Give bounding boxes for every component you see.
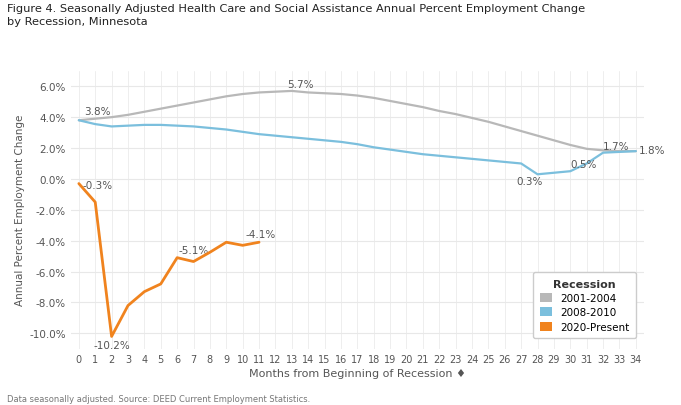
Text: -5.1%: -5.1% (179, 246, 209, 256)
X-axis label: Months from Beginning of Recession ♦: Months from Beginning of Recession ♦ (249, 368, 466, 378)
Legend: 2001-2004, 2008-2010, 2020-Present: 2001-2004, 2008-2010, 2020-Present (533, 273, 636, 338)
Text: 3.8%: 3.8% (84, 107, 110, 117)
Text: Figure 4. Seasonally Adjusted Health Care and Social Assistance Annual Percent E: Figure 4. Seasonally Adjusted Health Car… (7, 4, 585, 27)
Y-axis label: Annual Percent Employment Change: Annual Percent Employment Change (15, 115, 25, 306)
Text: 0.3%: 0.3% (516, 177, 543, 187)
Text: 0.5%: 0.5% (570, 160, 597, 170)
Text: 1.8%: 1.8% (639, 145, 665, 156)
Text: -0.3%: -0.3% (82, 180, 112, 190)
Text: 1.7%: 1.7% (603, 141, 629, 151)
Text: -4.1%: -4.1% (246, 230, 276, 239)
Text: Data seasonally adjusted. Source: DEED Current Employment Statistics.: Data seasonally adjusted. Source: DEED C… (7, 394, 310, 403)
Text: 5.7%: 5.7% (287, 80, 313, 90)
Text: -10.2%: -10.2% (93, 341, 130, 350)
